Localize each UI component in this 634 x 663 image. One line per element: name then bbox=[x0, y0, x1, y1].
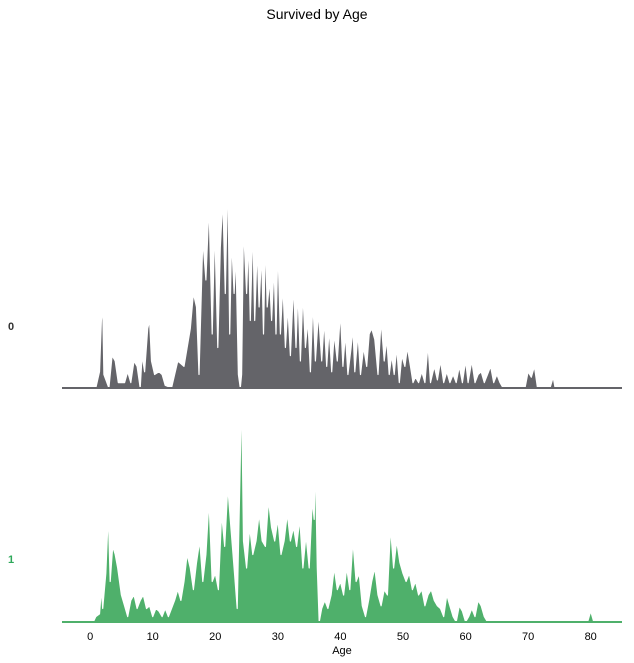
row-label-1: 1 bbox=[8, 554, 14, 566]
x-axis-label: Age bbox=[332, 645, 352, 657]
ridge-area-1 bbox=[92, 391, 595, 623]
x-tick-label: 70 bbox=[522, 631, 534, 643]
ridge-series-1: 1 bbox=[8, 391, 622, 623]
ridge-area-0 bbox=[95, 171, 556, 389]
x-tick-label: 10 bbox=[147, 631, 159, 643]
x-axis-ticks: 0 10 20 30 40 50 60 70 80 bbox=[87, 631, 597, 643]
x-tick-label: 40 bbox=[334, 631, 346, 643]
x-tick-label: 20 bbox=[209, 631, 221, 643]
ridge-series-0: 0 bbox=[8, 171, 622, 389]
chart-title: Survived by Age bbox=[266, 6, 367, 22]
x-tick-label: 30 bbox=[272, 631, 284, 643]
x-tick-label: 80 bbox=[585, 631, 597, 643]
x-tick-label: 0 bbox=[87, 631, 93, 643]
row-label-0: 0 bbox=[8, 321, 14, 333]
x-tick-label: 50 bbox=[397, 631, 409, 643]
x-tick-label: 60 bbox=[459, 631, 471, 643]
ridges-layer: 01 bbox=[8, 171, 622, 623]
